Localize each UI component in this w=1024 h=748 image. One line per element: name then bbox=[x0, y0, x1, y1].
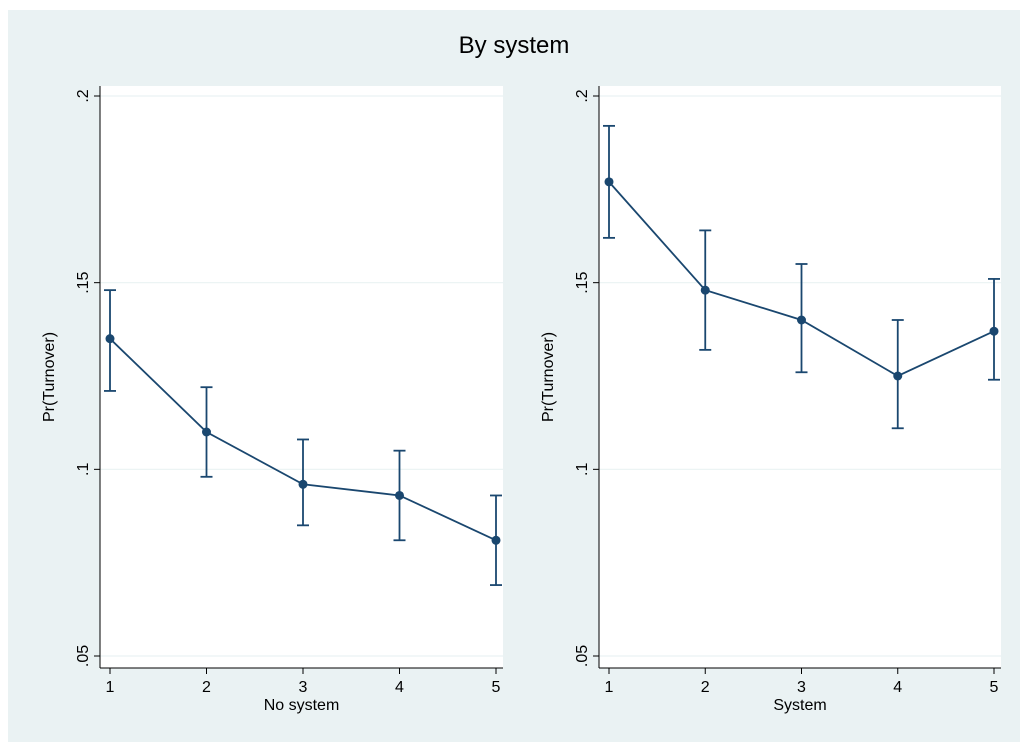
panel-1-x-tick-label: 4 bbox=[395, 679, 404, 696]
panel-1-data-point bbox=[395, 490, 404, 500]
panel-2-x-axis-label: System bbox=[773, 697, 826, 714]
panel-1-x-tick-label: 2 bbox=[202, 679, 211, 696]
panel-2-x-tick-label: 1 bbox=[605, 679, 614, 696]
panel-2-data-point bbox=[604, 177, 614, 187]
panel-1-y-tick-label: .15 bbox=[75, 271, 92, 293]
panel-1-y-tick-label: .2 bbox=[75, 89, 92, 102]
panel-2-y-tick-label: .1 bbox=[574, 463, 591, 476]
panel-1-x-axis-label: No system bbox=[264, 697, 340, 714]
panel-2-data-point bbox=[893, 371, 903, 381]
chart-svg: .05.1.15.21 2 3 4 5No systemPr(Turnover).05.… bbox=[41, 86, 1001, 714]
panel-2-y-tick-label: .15 bbox=[574, 271, 591, 293]
panel-1-y-tick-label: .05 bbox=[75, 645, 92, 667]
panel-1-y-tick-label: .1 bbox=[75, 463, 92, 476]
panel-2-data-point bbox=[700, 285, 710, 295]
panel-2-x-tick-label: 4 bbox=[893, 679, 902, 696]
panel-1-data-point bbox=[105, 334, 115, 344]
panel-1-data-point bbox=[202, 427, 211, 437]
panel-2-plot-area bbox=[599, 86, 1001, 668]
panel-1-data-point bbox=[298, 479, 308, 489]
panel-2-x-tick-label: 3 bbox=[797, 679, 806, 696]
panel-2-data-point bbox=[797, 315, 806, 325]
panel-1-data-point bbox=[491, 535, 501, 545]
panel-2-x-tick-label: 2 bbox=[701, 679, 710, 696]
panel-1-x-tick-label: 1 bbox=[106, 679, 115, 696]
panel-2-y-tick-label: .05 bbox=[574, 645, 591, 667]
figure-background: By system .05.1.15.2 1 2 3 4 5 No system Pr(Tur… bbox=[8, 10, 1020, 742]
panel-1-x-tick-label: 5 bbox=[492, 679, 501, 696]
panel-1-x-tick-label: 3 bbox=[299, 679, 308, 696]
panel-1-y-axis-label: Pr(Turnover) bbox=[41, 332, 58, 422]
panel-2-y-axis-label: Pr(Turnover) bbox=[540, 332, 557, 422]
panel-2-data-point bbox=[989, 326, 999, 336]
panel-2-x-tick-label: 5 bbox=[990, 679, 999, 696]
panel-1-plot-area bbox=[100, 86, 503, 668]
panel-2-y-tick-label: .2 bbox=[574, 89, 591, 102]
chart-title: By system bbox=[458, 32, 570, 59]
